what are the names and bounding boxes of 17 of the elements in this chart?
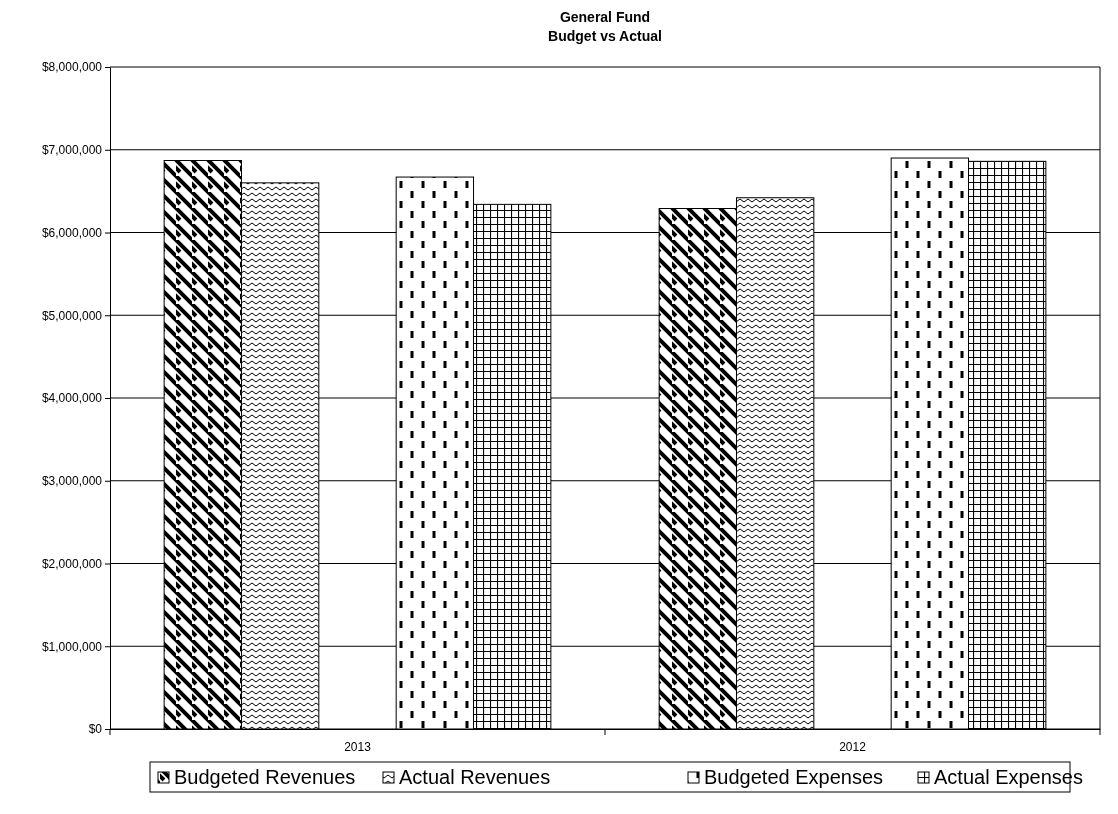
y-tick-label: $6,000,000 <box>41 225 103 240</box>
legend-label: Budgeted Revenues <box>174 766 356 788</box>
y-tick-label: $1,000,000 <box>41 639 103 654</box>
x-tick-label: 2013 <box>344 740 372 755</box>
y-tick-label: $5,000,000 <box>41 308 103 323</box>
y-tick-label: $8,000,000 <box>41 60 103 75</box>
y-tick-label: $4,000,000 <box>41 391 103 406</box>
y-tick-label: $3,000,000 <box>41 474 103 489</box>
y-tick-label: $7,000,000 <box>41 143 103 158</box>
legend-label: Actual Expenses <box>934 766 1083 788</box>
x-tick-label: 2012 <box>839 740 867 755</box>
chart-title: General Fund <box>559 9 651 25</box>
legend-label: Actual Revenues <box>399 766 551 788</box>
legend-label: Budgeted Expenses <box>704 766 884 788</box>
y-tick-label: $2,000,000 <box>41 556 103 571</box>
y-tick-label: $0 <box>88 722 103 737</box>
chart-subtitle: Budget vs Actual <box>548 28 662 44</box>
